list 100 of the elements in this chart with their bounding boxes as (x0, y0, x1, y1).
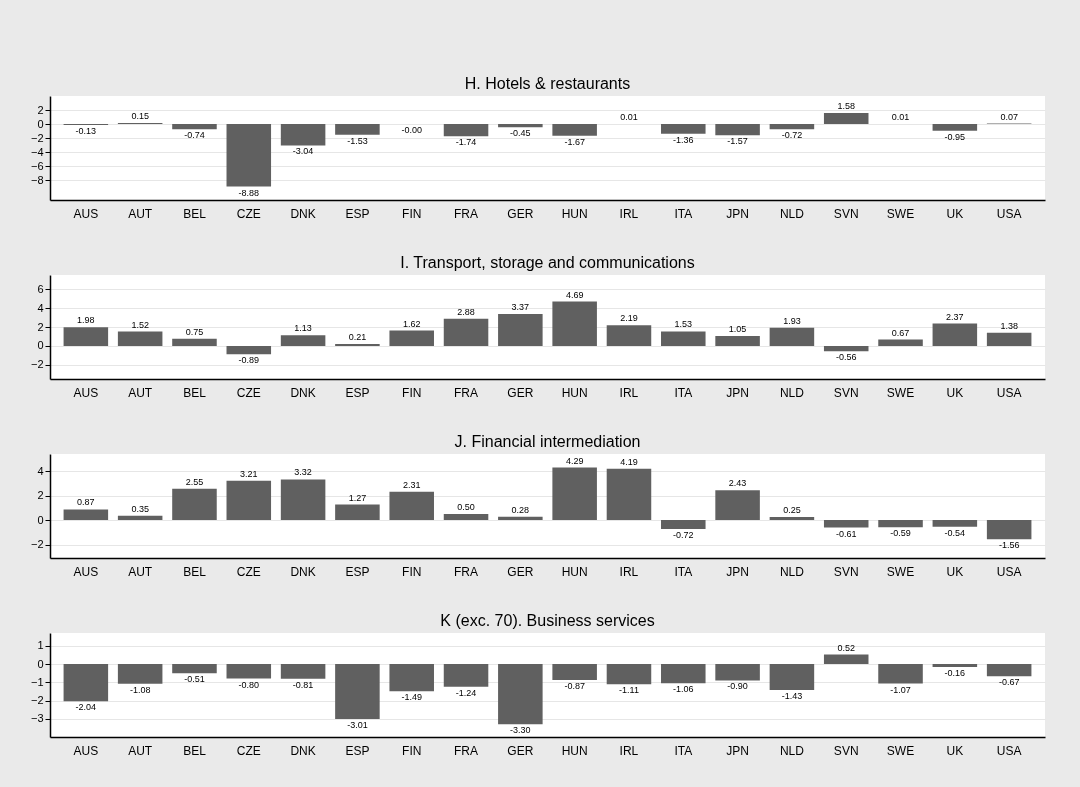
bar (63, 327, 109, 346)
y-tick-label: 4 (37, 464, 44, 477)
bar (226, 480, 272, 521)
data-label: 0.67 (891, 327, 910, 338)
x-tick-label: CZE (236, 206, 261, 221)
data-label: 0.75 (185, 326, 204, 337)
bar (606, 468, 652, 521)
bar (552, 301, 597, 346)
data-label: 1.52 (131, 319, 149, 330)
x-tick-label: ITA (674, 206, 693, 221)
y-tick-label: −2 (30, 131, 44, 144)
data-label: -8.88 (238, 187, 260, 198)
data-label: -1.57 (727, 136, 748, 147)
bar (715, 335, 760, 346)
x-tick-label: JPN (726, 564, 749, 579)
bar (117, 515, 163, 521)
x-tick-label: USA (996, 564, 1022, 579)
x-tick-label: GER (507, 385, 534, 400)
data-label: 0.87 (77, 497, 95, 508)
bar (661, 520, 706, 529)
bar (226, 345, 272, 355)
data-label: -0.54 (944, 527, 966, 538)
bar (552, 124, 597, 136)
data-label: -0.87 (564, 680, 585, 691)
bar (498, 124, 543, 128)
x-tick-label: NLD (779, 743, 805, 758)
data-label: 4.19 (620, 456, 638, 467)
x-tick-label: FRA (454, 743, 479, 758)
x-tick-label: CZE (236, 564, 261, 579)
data-label: -2.04 (75, 702, 97, 713)
bar (226, 124, 272, 187)
x-tick-label: ITA (674, 385, 693, 400)
x-tick-label: NLD (779, 564, 805, 579)
bar (715, 490, 760, 521)
bar (661, 124, 706, 134)
bar (823, 113, 869, 125)
data-label: -0.72 (673, 529, 694, 540)
x-tick-label: ITA (674, 743, 693, 758)
bar (280, 124, 326, 146)
x-tick-label: AUT (128, 206, 153, 221)
y-tick-label: 2 (37, 103, 44, 116)
data-label: 1.58 (837, 101, 855, 112)
data-label: -0.59 (890, 528, 911, 539)
data-label: -3.30 (510, 725, 531, 736)
bar (932, 323, 978, 346)
x-tick-label: HUN (561, 743, 588, 758)
data-label: 2.37 (946, 311, 964, 322)
data-label: 0.15 (131, 111, 149, 122)
data-label: -0.80 (238, 679, 260, 690)
x-tick-label: ESP (345, 385, 370, 400)
chart-title: J. Financial intermediation (454, 433, 641, 450)
x-tick-label: IRL (619, 206, 639, 221)
data-label: -0.61 (835, 528, 857, 539)
data-label: -0.67 (998, 677, 1020, 688)
bar (172, 338, 217, 346)
y-tick-label: −2 (30, 358, 44, 371)
data-label: 1.38 (1000, 320, 1018, 331)
data-label: 0.52 (837, 642, 855, 653)
data-label: 3.32 (294, 467, 312, 478)
data-label: 1.53 (674, 319, 693, 330)
x-tick-label: SVN (833, 206, 859, 221)
x-tick-label: USA (996, 743, 1022, 758)
data-label: 1.13 (294, 323, 312, 334)
data-label: 2.43 (728, 478, 747, 489)
data-label: -0.72 (781, 130, 803, 141)
x-tick-label: UK (946, 385, 964, 400)
data-label: 0.25 (783, 505, 801, 516)
bar (335, 504, 380, 521)
data-label: -1.11 (619, 685, 639, 696)
x-tick-label: IRL (619, 564, 639, 579)
bar (389, 330, 434, 346)
x-tick-label: AUT (128, 743, 153, 758)
x-tick-label: BEL (183, 743, 207, 758)
data-label: 0.21 (348, 331, 367, 342)
x-tick-label: FIN (402, 206, 422, 221)
x-tick-label: UK (946, 206, 964, 221)
bar (986, 520, 1032, 540)
chart-title: I. Transport, storage and communications (400, 254, 695, 271)
data-label: -0.56 (835, 352, 857, 363)
bar (443, 318, 489, 346)
x-tick-label: SWE (886, 385, 915, 400)
bar (769, 327, 815, 346)
bar (606, 325, 652, 346)
x-tick-label: AUT (128, 564, 153, 579)
y-tick-label: −8 (30, 173, 44, 186)
x-tick-label: ESP (345, 564, 370, 579)
x-tick-label: AUS (73, 743, 99, 758)
data-label: -0.74 (184, 130, 205, 141)
data-label: 1.62 (402, 318, 421, 329)
bar (878, 339, 923, 346)
data-label: -0.95 (944, 131, 966, 142)
data-label: -1.53 (347, 135, 368, 146)
bar (389, 491, 434, 521)
x-tick-label: ESP (345, 206, 370, 221)
x-tick-label: DNK (290, 564, 316, 579)
data-label: -1.36 (673, 134, 694, 145)
bar (498, 314, 543, 346)
x-tick-label: GER (507, 206, 534, 221)
bar (335, 124, 380, 135)
x-tick-label: GER (507, 743, 534, 758)
